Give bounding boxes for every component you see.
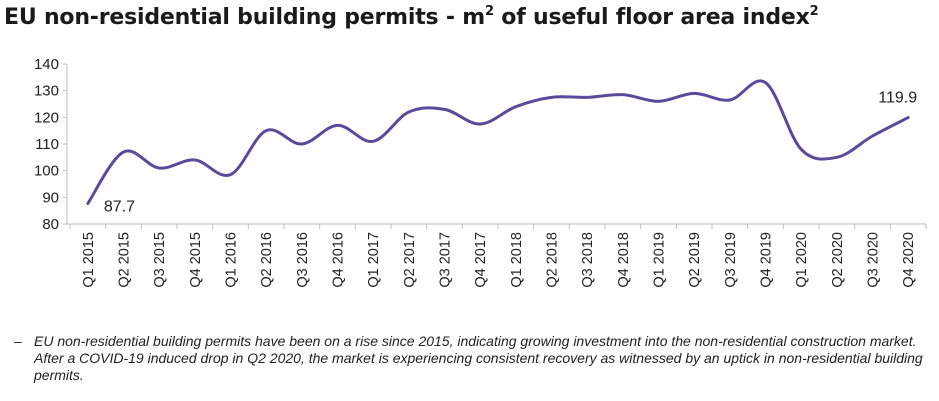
y-tick-label: 120 xyxy=(34,109,59,126)
x-tick-label: Q4 2019 xyxy=(759,232,775,288)
series-line xyxy=(86,79,910,205)
x-tick-label: Q4 2020 xyxy=(901,232,917,288)
x-tick-label: Q1 2016 xyxy=(224,232,240,288)
x-tick-label: Q2 2019 xyxy=(687,232,703,288)
data-label: 119.9 xyxy=(878,90,917,107)
footnote-dash: – xyxy=(14,333,22,349)
x-tick-label: Q4 2015 xyxy=(188,232,204,288)
y-tick-label: 80 xyxy=(42,216,59,233)
x-tick-label: Q4 2016 xyxy=(331,232,347,288)
y-tick-label: 110 xyxy=(35,136,59,153)
x-tick-label: Q3 2019 xyxy=(723,232,739,288)
footnote-text: EU non-residential building permits have… xyxy=(34,333,923,383)
x-tick-label: Q1 2019 xyxy=(652,232,668,288)
y-tick-label: 90 xyxy=(42,189,59,206)
y-tick-label: 140 xyxy=(34,56,59,73)
x-tick-label: Q1 2020 xyxy=(794,232,810,288)
x-tick-label: Q3 2015 xyxy=(152,232,168,288)
data-label: 87.7 xyxy=(104,198,135,215)
x-tick-label: Q3 2017 xyxy=(438,232,454,288)
y-tick-label: 130 xyxy=(34,83,59,100)
x-tick-label: Q2 2020 xyxy=(830,232,846,288)
x-tick-label: Q3 2018 xyxy=(580,232,596,288)
x-tick-label: Q1 2015 xyxy=(81,232,97,288)
x-tick-label: Q2 2018 xyxy=(545,232,561,288)
y-tick-label: 100 xyxy=(34,163,59,180)
x-tick-label: Q1 2017 xyxy=(366,232,382,288)
title-text-main: EU non-residential building permits - m xyxy=(4,5,485,30)
title-superscript-a: 2 xyxy=(484,4,494,19)
title-text-mid: of useful floor area index xyxy=(493,5,810,30)
x-tick-label: Q4 2018 xyxy=(616,232,632,288)
x-tick-label: Q2 2017 xyxy=(402,232,418,288)
chart-title: EU non-residential building permits - m2… xyxy=(4,4,819,30)
line-chart: 80 90 100 110 120 130 140 Q1 2015 Q2 2015 Q3 2015… xyxy=(34,56,927,288)
x-tick-label: Q3 2020 xyxy=(866,232,882,288)
footnote: – EU non-residential building permits ha… xyxy=(14,333,929,384)
x-tick-label: Q4 2017 xyxy=(473,232,489,288)
x-tick-label: Q2 2016 xyxy=(259,232,275,288)
title-superscript-b: 2 xyxy=(809,4,819,19)
x-tick-label: Q2 2015 xyxy=(117,232,133,288)
x-tick-label: Q3 2016 xyxy=(295,232,311,288)
x-tick-label: Q1 2018 xyxy=(509,232,525,288)
